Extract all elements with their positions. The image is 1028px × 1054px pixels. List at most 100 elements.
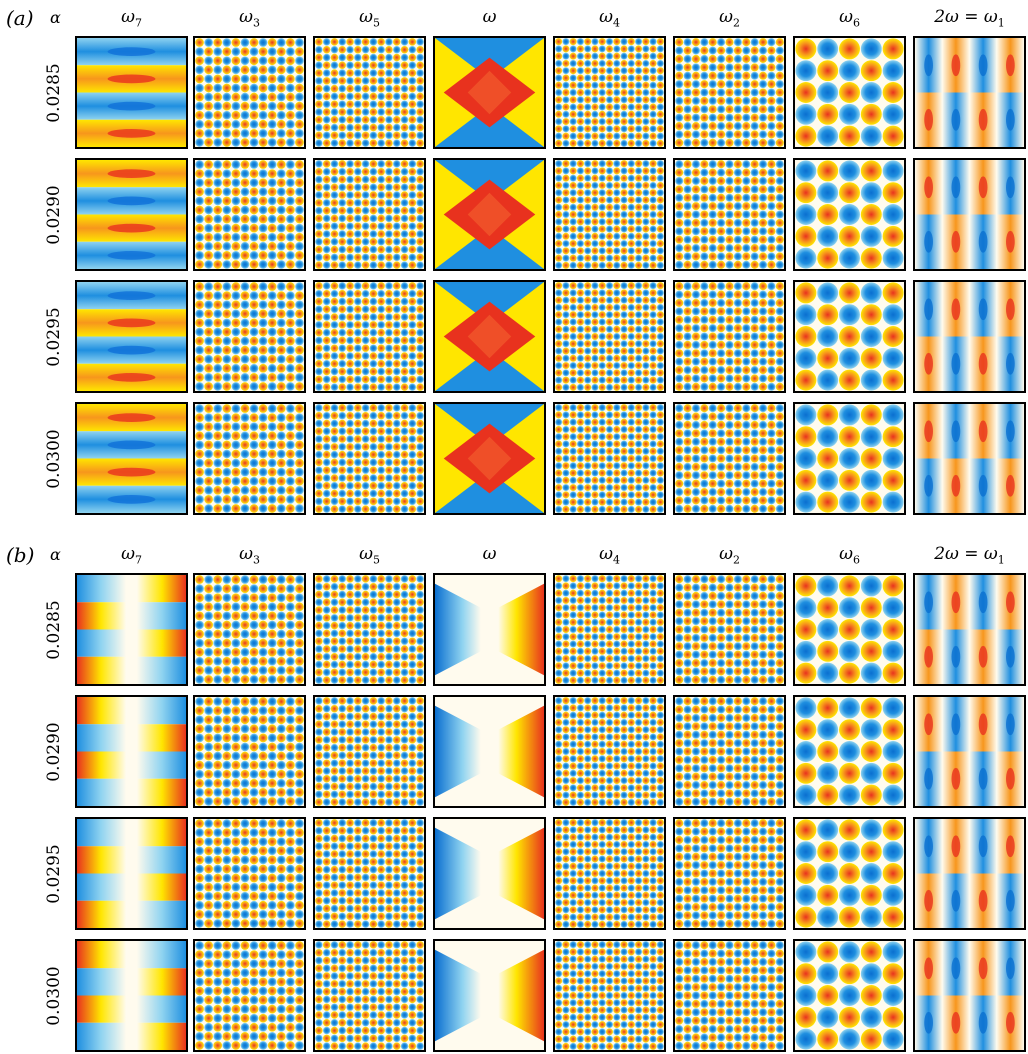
field-pattern — [77, 404, 186, 513]
column-header-symbol: ω — [839, 7, 853, 27]
column-header: ω4 — [553, 7, 666, 29]
column-header-symbol: ω — [599, 544, 613, 564]
column-header-symbol: ω — [482, 7, 497, 27]
field-pattern — [77, 575, 186, 684]
field-pattern — [555, 819, 664, 928]
column-header: ω5 — [313, 7, 426, 29]
field-pattern — [675, 38, 784, 147]
column-header-subscript: 7 — [134, 553, 142, 567]
field-pattern — [675, 941, 784, 1050]
field-cell — [75, 573, 188, 686]
field-cell — [193, 939, 306, 1052]
field-pattern — [675, 697, 784, 806]
field-pattern — [795, 404, 904, 513]
field-cell — [793, 402, 906, 515]
field-pattern — [195, 697, 304, 806]
field-pattern — [315, 941, 424, 1050]
field-pattern — [915, 282, 1024, 391]
field-pattern — [435, 404, 544, 513]
field-cell — [433, 573, 546, 686]
field-cell — [75, 36, 188, 149]
column-header-symbol: ω — [719, 544, 733, 564]
field-cell — [673, 939, 786, 1052]
field-pattern — [77, 697, 186, 806]
field-pattern — [77, 160, 186, 269]
field-pattern — [795, 819, 904, 928]
field-cell — [313, 695, 426, 808]
column-header-symbol: ω — [359, 544, 373, 564]
field-cell — [313, 158, 426, 271]
field-cell — [673, 817, 786, 930]
field-pattern — [435, 697, 544, 806]
field-pattern — [435, 941, 544, 1050]
column-header-symbol: ω — [482, 544, 497, 564]
field-pattern — [77, 38, 186, 147]
field-cell — [673, 158, 786, 271]
field-cell — [673, 402, 786, 515]
field-cell — [193, 36, 306, 149]
column-header-subscript: 2 — [732, 553, 740, 567]
column-header: ω — [433, 544, 546, 566]
field-cell — [75, 402, 188, 515]
column-header-subscript: 3 — [252, 553, 260, 567]
field-pattern — [195, 941, 304, 1050]
column-header: ω3 — [193, 7, 306, 29]
field-pattern — [195, 819, 304, 928]
field-cell — [433, 817, 546, 930]
column-header: 2ω = ω1 — [913, 7, 1026, 29]
field-pattern — [915, 160, 1024, 269]
column-header-subscript: 7 — [134, 16, 142, 30]
field-pattern — [315, 697, 424, 806]
field-cell — [313, 402, 426, 515]
field-pattern — [315, 282, 424, 391]
field-pattern — [795, 282, 904, 391]
field-cell — [913, 36, 1026, 149]
field-cell — [793, 36, 906, 149]
field-cell — [913, 158, 1026, 271]
field-cell — [193, 817, 306, 930]
alpha-header: α — [50, 8, 61, 27]
field-pattern — [555, 38, 664, 147]
column-header: 2ω = ω1 — [913, 544, 1026, 566]
field-cell — [793, 939, 906, 1052]
column-header-symbol: ω — [121, 544, 135, 564]
field-pattern — [195, 160, 304, 269]
field-pattern — [795, 575, 904, 684]
column-header-symbol: ω — [359, 7, 373, 27]
field-cell — [433, 402, 546, 515]
field-cell — [193, 280, 306, 393]
field-cell — [433, 280, 546, 393]
column-header-symbol: ω — [121, 7, 135, 27]
field-cell — [433, 695, 546, 808]
field-pattern — [555, 697, 664, 806]
row-label-alpha: 0.0290 — [44, 721, 64, 782]
field-cell — [193, 573, 306, 686]
field-cell — [553, 280, 666, 393]
column-header-subscript: 3 — [252, 16, 260, 30]
row-label-alpha: 0.0285 — [44, 62, 64, 123]
panel-a: (a) α ω7 ω3 ω5 ω ω4 ω2 ω6 2ω = ω1 0.0285 0.0290 0… — [0, 0, 1028, 525]
column-header: ω5 — [313, 544, 426, 566]
row-label-alpha: 0.0290 — [44, 184, 64, 245]
field-cell — [193, 695, 306, 808]
field-pattern — [77, 819, 186, 928]
field-pattern — [915, 819, 1024, 928]
field-pattern — [555, 160, 664, 269]
field-cell — [433, 939, 546, 1052]
column-header: ω — [433, 7, 546, 29]
field-pattern — [435, 819, 544, 928]
row-label-alpha: 0.0300 — [44, 965, 64, 1026]
field-pattern — [915, 575, 1024, 684]
column-header: ω3 — [193, 544, 306, 566]
column-header: ω2 — [673, 544, 786, 566]
column-header-subscript: 6 — [852, 16, 860, 30]
field-pattern — [77, 282, 186, 391]
field-cell — [793, 158, 906, 271]
field-pattern — [315, 160, 424, 269]
field-cell — [793, 573, 906, 686]
field-pattern — [555, 282, 664, 391]
column-header-subscript: 4 — [612, 16, 620, 30]
field-pattern — [435, 38, 544, 147]
field-pattern — [795, 697, 904, 806]
field-cell — [673, 280, 786, 393]
